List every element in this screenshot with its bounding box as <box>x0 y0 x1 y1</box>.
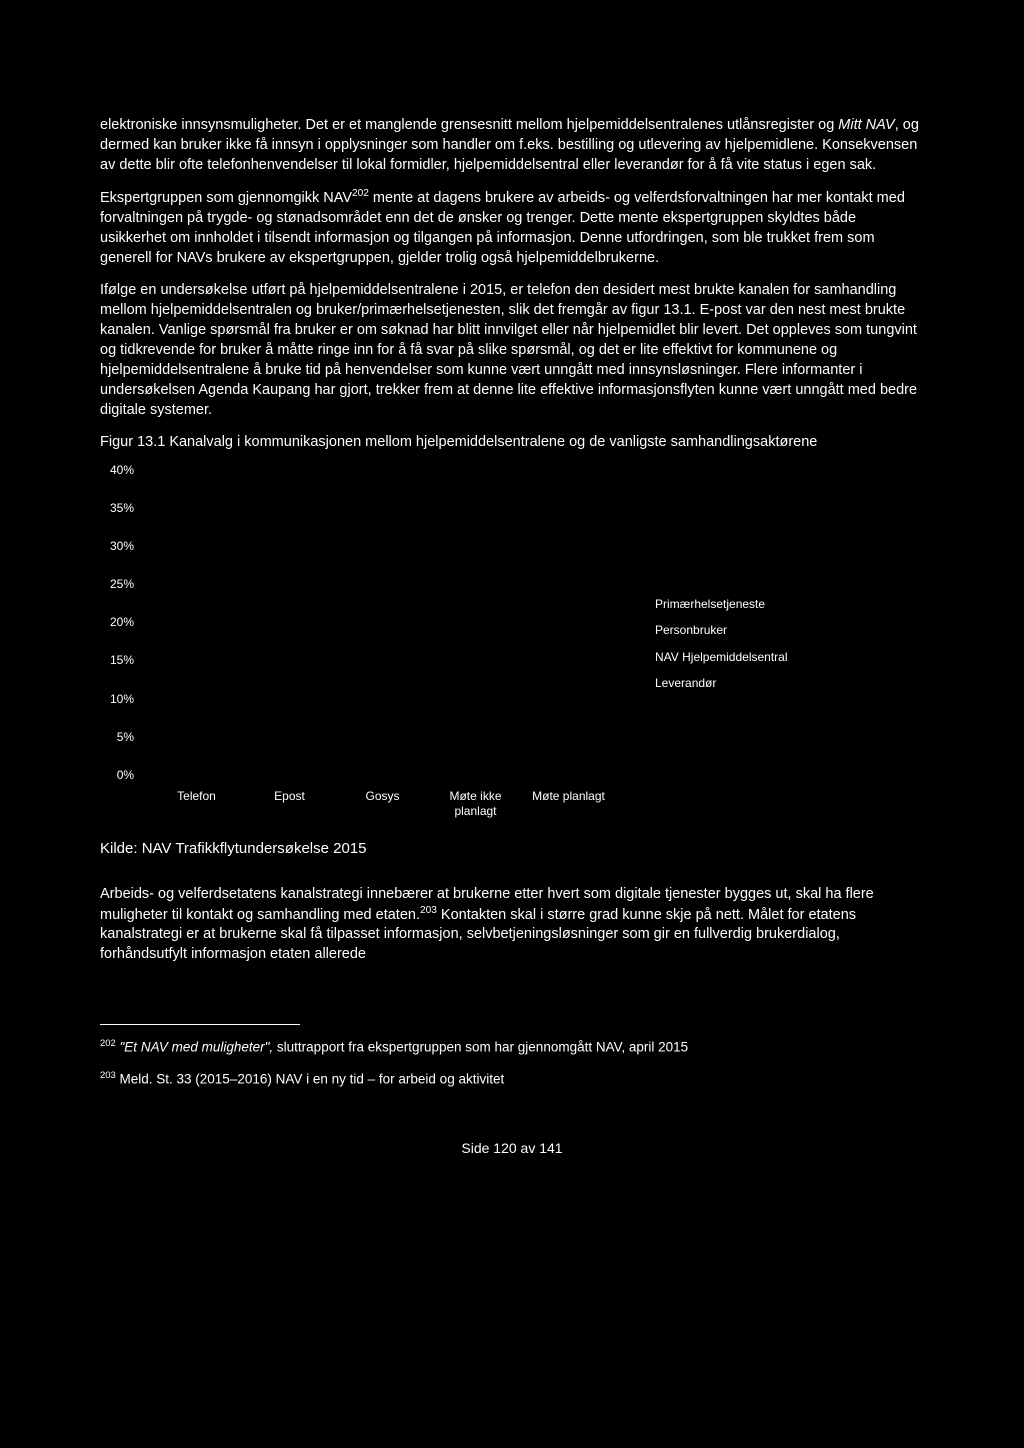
footnote-2: 203 Meld. St. 33 (2015–2016) NAV i en ny… <box>100 1069 924 1089</box>
text: sluttrapport fra ekspertgruppen som har … <box>273 1040 688 1055</box>
legend-item: Primærhelsetjeneste <box>655 596 788 613</box>
document-page: elektroniske innsynsmuligheter. Det er e… <box>0 0 1024 1199</box>
page-number: Side 120 av 141 <box>100 1139 924 1158</box>
text-italic: "Et NAV med muligheter", <box>120 1040 274 1055</box>
x-label: Møte planlagt <box>522 789 615 819</box>
paragraph-4: Arbeids- og velferdsetatens kanalstrateg… <box>100 884 924 965</box>
legend-item: Personbruker <box>655 622 788 639</box>
plot-area <box>142 476 607 781</box>
text: Ifølge en undersøkelse utført på hjelpem… <box>100 282 917 418</box>
text-italic: Mitt NAV <box>838 117 894 133</box>
text: Ekspertgruppen som gjennomgikk NAV <box>100 190 352 206</box>
x-label: Gosys <box>336 789 429 819</box>
text: elektroniske innsynsmuligheter. Det er e… <box>100 117 838 133</box>
paragraph-1: elektroniske innsynsmuligheter. Det er e… <box>100 115 924 175</box>
chart-grid: 40% 35% 30% 25% 20% 15% 10% 5% 0% <box>110 476 615 781</box>
x-label: Epost <box>243 789 336 819</box>
legend-item: NAV Hjelpemiddelsentral <box>655 649 788 666</box>
text: Figur 13.1 Kanalvalg i kommunikasjonen m… <box>100 434 817 450</box>
chart-source: Kilde: NAV Trafikkflytundersøkelse 2015 <box>100 839 924 860</box>
chart: 40% 35% 30% 25% 20% 15% 10% 5% 0% Telefo… <box>110 476 924 819</box>
footnote-1: 202 "Et NAV med muligheter", sluttrappor… <box>100 1037 924 1057</box>
footnote-ref: 203 <box>420 905 437 916</box>
y-axis: 40% 35% 30% 25% 20% 15% 10% 5% 0% <box>110 476 142 781</box>
text: Side 120 av 141 <box>461 1140 562 1156</box>
footnote-number: 203 <box>100 1070 116 1081</box>
paragraph-3: Ifølge en undersøkelse utført på hjelpem… <box>100 280 924 420</box>
x-label: Telefon <box>150 789 243 819</box>
paragraph-2: Ekspertgruppen som gjennomgikk NAV202 me… <box>100 187 924 268</box>
footnote-ref: 202 <box>352 188 369 199</box>
text: Kilde: NAV Trafikkflytundersøkelse 2015 <box>100 840 367 857</box>
figure-title: Figur 13.1 Kanalvalg i kommunikasjonen m… <box>100 432 924 452</box>
text: Meld. St. 33 (2015–2016) NAV i en ny tid… <box>116 1072 504 1087</box>
chart-main: 40% 35% 30% 25% 20% 15% 10% 5% 0% Telefo… <box>110 476 615 819</box>
chart-legend: Primærhelsetjeneste Personbruker NAV Hje… <box>655 596 788 702</box>
footnote-number: 202 <box>100 1038 116 1049</box>
x-axis: Telefon Epost Gosys Møte ikke planlagt M… <box>150 781 615 819</box>
x-label: Møte ikke planlagt <box>429 789 522 819</box>
footnote-separator <box>100 1024 300 1025</box>
legend-item: Leverandør <box>655 675 788 692</box>
